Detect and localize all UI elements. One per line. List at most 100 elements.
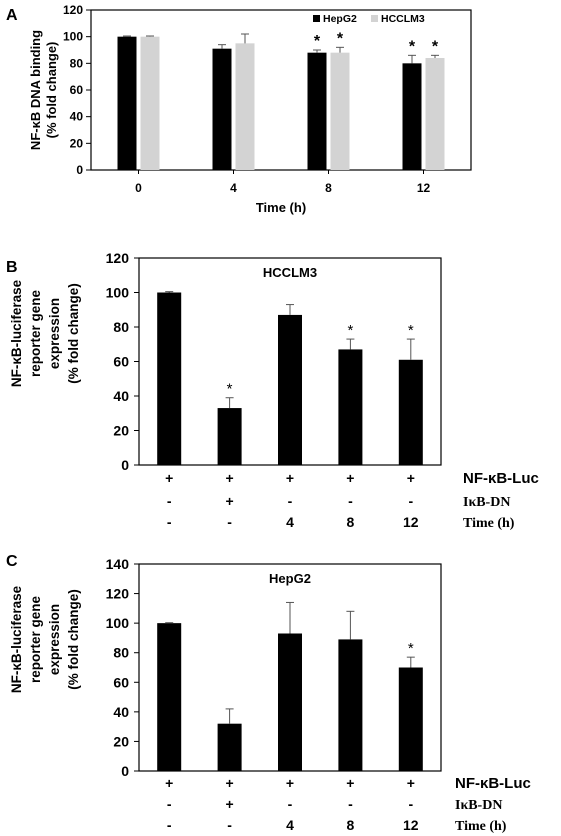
bar [398, 667, 423, 771]
y-tick-label: 0 [76, 163, 83, 177]
y-axis-title-line: reporter gene [28, 595, 43, 683]
condition-value: + [286, 775, 294, 791]
significance-star: * [227, 381, 233, 398]
y-axis-title: NF-κB-luciferase reporter gene expression (… [9, 585, 81, 693]
condition-label: Time (h) [463, 516, 515, 531]
y-tick-label: 0 [121, 763, 129, 779]
significance-star: * [347, 322, 353, 339]
bar [157, 292, 182, 465]
y-tick-label: 20 [70, 136, 84, 150]
condition-value: + [226, 493, 234, 509]
legend-swatch-hepg2 [313, 15, 320, 22]
condition-value: + [286, 470, 294, 486]
y-axis-title-line: (% fold change) [66, 283, 81, 384]
significance-star: * [408, 322, 414, 339]
condition-value: 12 [403, 514, 419, 530]
legend-label: HCCLM3 [381, 13, 425, 25]
y-axis-title: NF-κB DNA binding(% fold change) [28, 30, 59, 150]
y-axis-title-line: (% fold change) [44, 42, 59, 139]
significance-star: * [408, 640, 414, 657]
bar [157, 623, 182, 771]
condition-value: + [346, 775, 354, 791]
panel-c-chart: HepG2 0 20 40 60 80 100 120 140 + - - + + - + - 4 + - 8 * + - 12… [9, 556, 531, 834]
condition-value: - [408, 493, 413, 509]
bar [217, 723, 242, 771]
condition-value: - [167, 514, 172, 530]
y-tick-label: 120 [63, 3, 83, 17]
bar-hcclm3 [330, 52, 350, 170]
condition-value: - [348, 796, 353, 812]
condition-value: - [348, 493, 353, 509]
condition-value: + [226, 470, 234, 486]
significance-star: * [409, 38, 416, 55]
bar-hepg2 [117, 36, 137, 170]
y-axis-title-line: expression [47, 298, 62, 369]
y-tick-label: 100 [106, 615, 130, 631]
y-tick-label: 100 [63, 30, 83, 44]
condition-value: 8 [347, 514, 355, 530]
panel-letter-c: C [6, 553, 18, 570]
y-tick-label: 60 [113, 354, 129, 370]
condition-label: NF-κB-Luc [455, 775, 531, 792]
y-axis-title-line: NF-κB-luciferase [9, 279, 24, 387]
y-tick-label: 100 [106, 285, 130, 301]
y-tick-label: 0 [121, 457, 129, 473]
y-tick-label: 120 [106, 250, 130, 266]
bar [278, 314, 302, 465]
y-tick-label: 80 [113, 645, 129, 661]
condition-value: + [226, 775, 234, 791]
legend-swatch-hcclm3 [371, 15, 378, 22]
bar-hepg2 [307, 52, 327, 170]
y-tick-label: 120 [106, 586, 130, 602]
x-axis-title: Time (h) [256, 200, 306, 215]
significance-star: * [432, 38, 439, 55]
y-axis-title: NF-κB-luciferase reporter gene expression (… [9, 279, 81, 387]
bar [398, 359, 423, 465]
y-axis-title-line: NF-κB DNA binding [28, 30, 43, 150]
bar-hcclm3 [140, 36, 160, 170]
bar [217, 408, 242, 465]
y-axis-title-line: expression [47, 604, 62, 675]
x-tick-label: 4 [230, 181, 237, 195]
condition-value: 4 [286, 514, 294, 530]
condition-value: - [408, 796, 413, 812]
condition-value: 8 [347, 817, 355, 833]
bar-hcclm3 [425, 58, 445, 170]
condition-value: + [407, 775, 415, 791]
condition-value: - [227, 514, 232, 530]
y-tick-label: 20 [113, 423, 129, 439]
condition-value: + [226, 796, 234, 812]
condition-value: + [165, 470, 173, 486]
panel-title: HepG2 [269, 571, 311, 586]
condition-value: 4 [286, 817, 294, 833]
legend-label: HepG2 [323, 13, 357, 25]
panel-letter-a: A [6, 7, 18, 24]
condition-label: IκB-DN [463, 495, 510, 510]
condition-value: + [165, 775, 173, 791]
condition-value: - [167, 493, 172, 509]
bar-hcclm3 [235, 43, 255, 171]
condition-label: NF-κB-Luc [463, 470, 539, 487]
y-tick-label: 60 [113, 674, 129, 690]
condition-label: IκB-DN [455, 798, 502, 813]
significance-star: * [314, 33, 321, 50]
bar [278, 633, 302, 771]
y-tick-label: 60 [70, 83, 84, 97]
condition-value: - [288, 493, 293, 509]
y-axis-title-line: reporter gene [28, 289, 43, 377]
condition-value: - [288, 796, 293, 812]
condition-value: 12 [403, 817, 419, 833]
bar [338, 639, 363, 771]
significance-star: * [337, 30, 344, 47]
condition-value: + [346, 470, 354, 486]
panel-letter-b: B [6, 259, 18, 276]
x-tick-label: 8 [325, 181, 332, 195]
x-tick-label: 12 [417, 181, 431, 195]
y-tick-label: 80 [113, 319, 129, 335]
condition-value: - [167, 796, 172, 812]
bar-hepg2 [212, 48, 232, 170]
y-tick-label: 40 [113, 704, 129, 720]
y-tick-label: 40 [113, 388, 129, 404]
